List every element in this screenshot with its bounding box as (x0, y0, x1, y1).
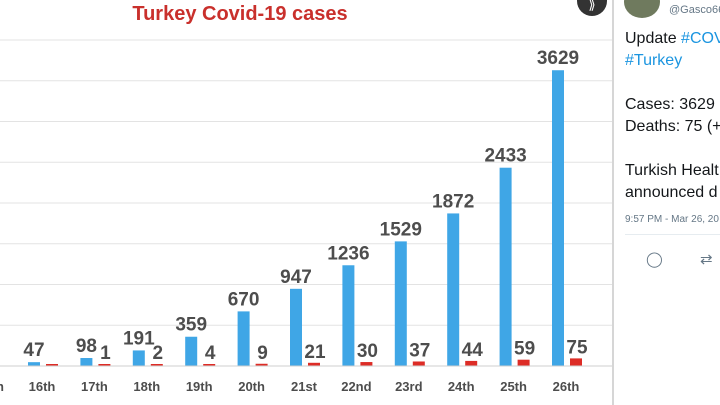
x-tick-label: h (0, 379, 4, 394)
cases-bar (447, 213, 460, 366)
chart-panel: Turkey Covid-19 casesh4716th98117th19121… (0, 0, 612, 405)
cases-data-label: 947 (280, 267, 312, 288)
x-tick-label: 20th (238, 379, 265, 394)
x-tick-label: 21st (291, 379, 318, 394)
cases-data-label: 670 (228, 289, 260, 310)
cases-data-label: 1529 (380, 219, 422, 240)
cases-bar (80, 358, 93, 366)
cases-bar (394, 241, 407, 366)
x-tick-label: 18th (133, 379, 160, 394)
panel-divider (612, 0, 614, 405)
hashtag-covid[interactable]: #COV (681, 30, 720, 47)
x-tick-label: 25th (500, 379, 527, 394)
deaths-bar (412, 361, 425, 366)
deaths-data-label: 4 (205, 343, 216, 364)
share-icon[interactable]: ⟫ (577, 0, 607, 16)
cases-bar (290, 288, 302, 366)
covid-bar-chart: Turkey Covid-19 casesh4716th98117th19121… (0, 3, 612, 394)
cases-data-label: 359 (175, 315, 207, 336)
deaths-bar (98, 364, 111, 366)
deaths-data-label: 75 (566, 337, 588, 358)
deaths-bar (360, 362, 373, 366)
tweet-divider (625, 234, 720, 235)
deaths-data-label: 59 (514, 339, 535, 360)
deaths-data-label: 30 (357, 341, 378, 362)
cases-bar (185, 336, 198, 366)
tweet-handle[interactable]: @Gasco66 (669, 4, 720, 16)
deaths-data-label: 1 (100, 343, 111, 364)
cases-bar (499, 167, 512, 366)
retweet-icon[interactable]: ⇄ (700, 251, 713, 268)
x-tick-label: 19th (186, 379, 213, 394)
deaths-bar (517, 359, 530, 366)
cases-bar (28, 362, 40, 366)
deaths-data-label: 21 (304, 342, 326, 363)
cases-data-label: 47 (23, 340, 44, 361)
cases-data-label: 2433 (484, 146, 526, 167)
cases-data-label: 191 (123, 328, 155, 349)
x-tick-label: 16th (29, 379, 56, 394)
cases-line: Cases: 3629 ( (625, 96, 720, 113)
cases-data-label: 1236 (327, 243, 369, 264)
tweet-text: Update #COV #Turkey Cases: 3629 ( Deaths… (625, 28, 720, 204)
body-line-1: Turkish Healt (625, 162, 719, 179)
avatar[interactable] (624, 0, 660, 18)
x-tick-label: 22nd (341, 379, 371, 394)
deaths-line: Deaths: 75 (+ (625, 118, 720, 135)
cases-bar (552, 70, 564, 366)
cases-bar (132, 350, 145, 366)
tweet-panel: @Gasco66 Update #COV #Turkey Cases: 3629… (614, 0, 720, 405)
deaths-bar (150, 364, 163, 366)
x-tick-label: 26th (553, 379, 580, 394)
deaths-data-label: 2 (153, 343, 164, 364)
deaths-bar (203, 364, 216, 366)
deaths-data-label: 44 (462, 340, 484, 361)
x-tick-label: 24th (448, 379, 475, 394)
deaths-data-label: 9 (257, 343, 268, 364)
update-prefix: Update (625, 30, 682, 47)
hashtag-turkey[interactable]: #Turkey (625, 52, 683, 69)
deaths-bar (308, 362, 320, 366)
cases-data-label: 98 (76, 336, 97, 357)
tweet-timestamp[interactable]: 9:57 PM - Mar 26, 20 (625, 214, 719, 225)
deaths-data-label: 37 (409, 340, 430, 361)
deaths-bar (465, 360, 478, 366)
cases-bar (237, 311, 250, 366)
body-line-2: announced d (625, 184, 718, 201)
cases-bar (342, 265, 355, 366)
deaths-bar (570, 358, 582, 366)
cases-data-label: 3629 (537, 48, 579, 69)
cases-data-label: 1872 (432, 191, 474, 212)
x-tick-label: 17th (81, 379, 108, 394)
chart-title: Turkey Covid-19 cases (132, 3, 347, 25)
reply-icon[interactable]: ◯ (646, 251, 663, 268)
x-tick-label: 23rd (395, 379, 423, 394)
deaths-bar (46, 364, 58, 366)
deaths-bar (255, 363, 268, 366)
